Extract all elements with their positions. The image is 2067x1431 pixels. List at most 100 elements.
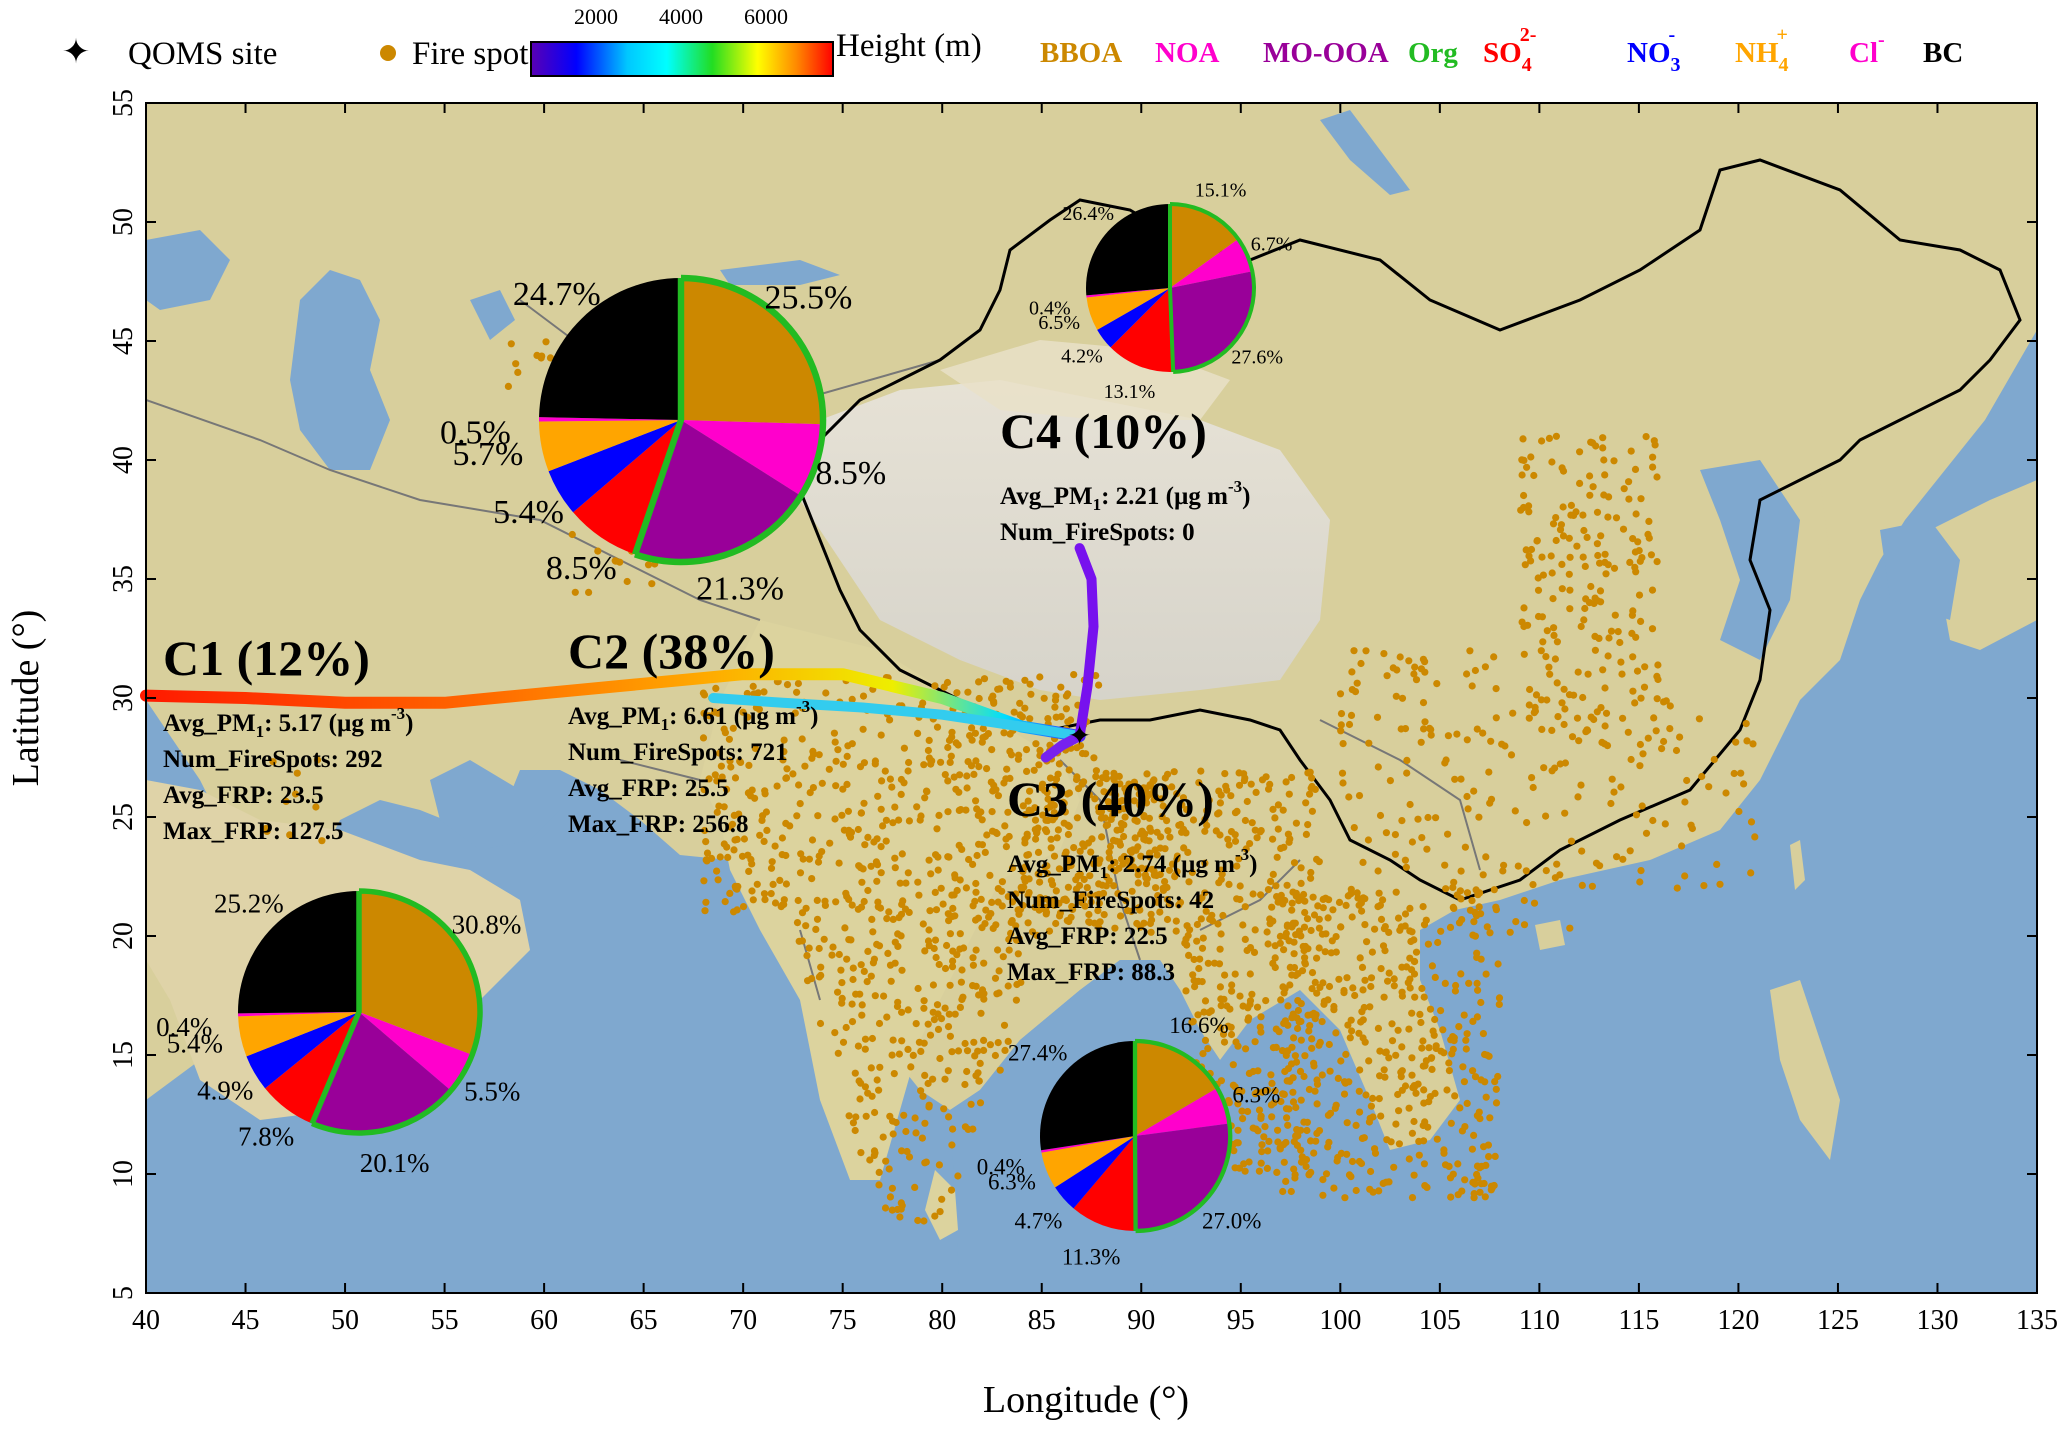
fire-dot-icon — [380, 45, 396, 61]
fire-spot — [1681, 872, 1689, 880]
fire-spot — [1052, 775, 1060, 783]
fire-spot — [875, 1019, 884, 1028]
fire-spot — [933, 723, 942, 731]
fire-spot — [941, 1004, 949, 1012]
fire-spot — [1233, 862, 1241, 870]
fire-spot — [994, 946, 1002, 954]
fire-spot — [884, 949, 892, 958]
fire-spot — [1266, 915, 1274, 923]
fire-spot — [1455, 1023, 1463, 1031]
fire-spot — [1566, 553, 1574, 561]
fire-spot — [1016, 699, 1024, 707]
pie-slice-nh4 — [539, 420, 681, 472]
fire-spot — [1047, 835, 1055, 843]
fire-spot — [1521, 561, 1529, 569]
fire-spot — [989, 787, 997, 795]
fire-spot — [1637, 495, 1645, 503]
fire-spot — [805, 855, 814, 863]
fire-spot — [1520, 921, 1529, 929]
fire-spot — [948, 1048, 956, 1056]
fire-spot — [925, 926, 933, 934]
fire-spot — [1044, 715, 1052, 723]
fire-spot — [1492, 906, 1500, 914]
fire-spot — [1279, 1187, 1287, 1196]
fire-spot — [1568, 733, 1577, 741]
fire-spot — [1294, 997, 1302, 1005]
fire-spot — [845, 1112, 853, 1120]
fire-spot — [1318, 1018, 1326, 1026]
fire-spot — [1519, 503, 1528, 512]
fire-spot — [1277, 1097, 1285, 1106]
fire-spot — [864, 833, 872, 842]
fire-spot — [1572, 508, 1580, 516]
fire-spot — [1495, 1000, 1503, 1009]
fire-spot — [1163, 817, 1171, 825]
fire-spot — [1046, 774, 1055, 782]
fire-spot — [1235, 781, 1244, 789]
fire-spot — [1023, 851, 1031, 859]
colorbar — [530, 41, 834, 77]
fire-spot — [879, 822, 887, 830]
fire-spot — [1338, 769, 1347, 777]
fire-spot — [1308, 807, 1316, 815]
fire-spot — [1243, 797, 1251, 806]
fire-spot — [1271, 814, 1279, 822]
fire-spot — [1355, 1029, 1363, 1037]
fire-spot — [1273, 1168, 1281, 1176]
fire-spot — [1593, 508, 1602, 516]
fire-spot — [1616, 638, 1624, 647]
fire-spot — [1479, 1030, 1487, 1038]
fire-spot — [900, 744, 909, 752]
fire-spot — [1607, 627, 1616, 635]
fire-spot — [1307, 874, 1315, 882]
fire-spot — [1120, 832, 1128, 841]
fire-spot — [738, 852, 747, 860]
fire-spot — [931, 936, 940, 944]
fire-spot — [1394, 1026, 1402, 1034]
fire-spot — [990, 698, 998, 706]
fire-spot — [1245, 1069, 1253, 1077]
legend-species-6: NH4+ — [1735, 24, 1789, 76]
fire-spot — [1354, 894, 1362, 902]
pie-label: 8.5% — [546, 550, 617, 587]
fire-spot — [1463, 889, 1471, 897]
fire-spot — [1163, 895, 1171, 904]
fire-spot — [623, 577, 631, 586]
fire-spot — [778, 851, 786, 859]
fire-spot — [894, 998, 902, 1006]
fire-spot — [1147, 827, 1155, 835]
fire-spot — [902, 1127, 910, 1136]
fire-spot — [881, 767, 889, 775]
fire-spot — [1243, 946, 1251, 955]
fire-spot — [1269, 870, 1277, 879]
fire-spot — [815, 751, 823, 759]
fire-spot — [1543, 627, 1551, 635]
colorbar-tick-2000: 2000 — [574, 4, 618, 29]
fire-spot — [1014, 950, 1022, 958]
fire-spot — [1353, 679, 1361, 687]
fire-spot — [585, 588, 593, 597]
fire-spot — [1556, 871, 1564, 879]
x-tick-label: 45 — [232, 1305, 260, 1336]
fire-spot — [1334, 1074, 1342, 1082]
fire-spot — [1625, 495, 1633, 503]
fire-spot — [1301, 897, 1309, 905]
x-tick-label: 100 — [1319, 1305, 1361, 1336]
fire-spot — [1447, 1119, 1455, 1127]
fire-spot — [1068, 902, 1076, 911]
fire-spot — [1230, 1147, 1238, 1155]
fire-spot — [839, 785, 847, 793]
fire-spot — [713, 867, 721, 875]
fire-spot — [1148, 916, 1156, 924]
fire-spot — [1428, 1065, 1436, 1073]
fire-spot — [1439, 1026, 1447, 1034]
fire-spot — [994, 685, 1002, 693]
fire-spot — [1297, 1036, 1305, 1044]
fire-spot — [726, 889, 734, 898]
fire-spot — [1111, 867, 1120, 875]
fire-spot — [1063, 790, 1071, 798]
fire-spot — [1369, 1094, 1377, 1102]
fire-spot — [1274, 1126, 1282, 1134]
pie-label: 6.7% — [1251, 234, 1293, 256]
fire-spot — [1612, 514, 1621, 522]
